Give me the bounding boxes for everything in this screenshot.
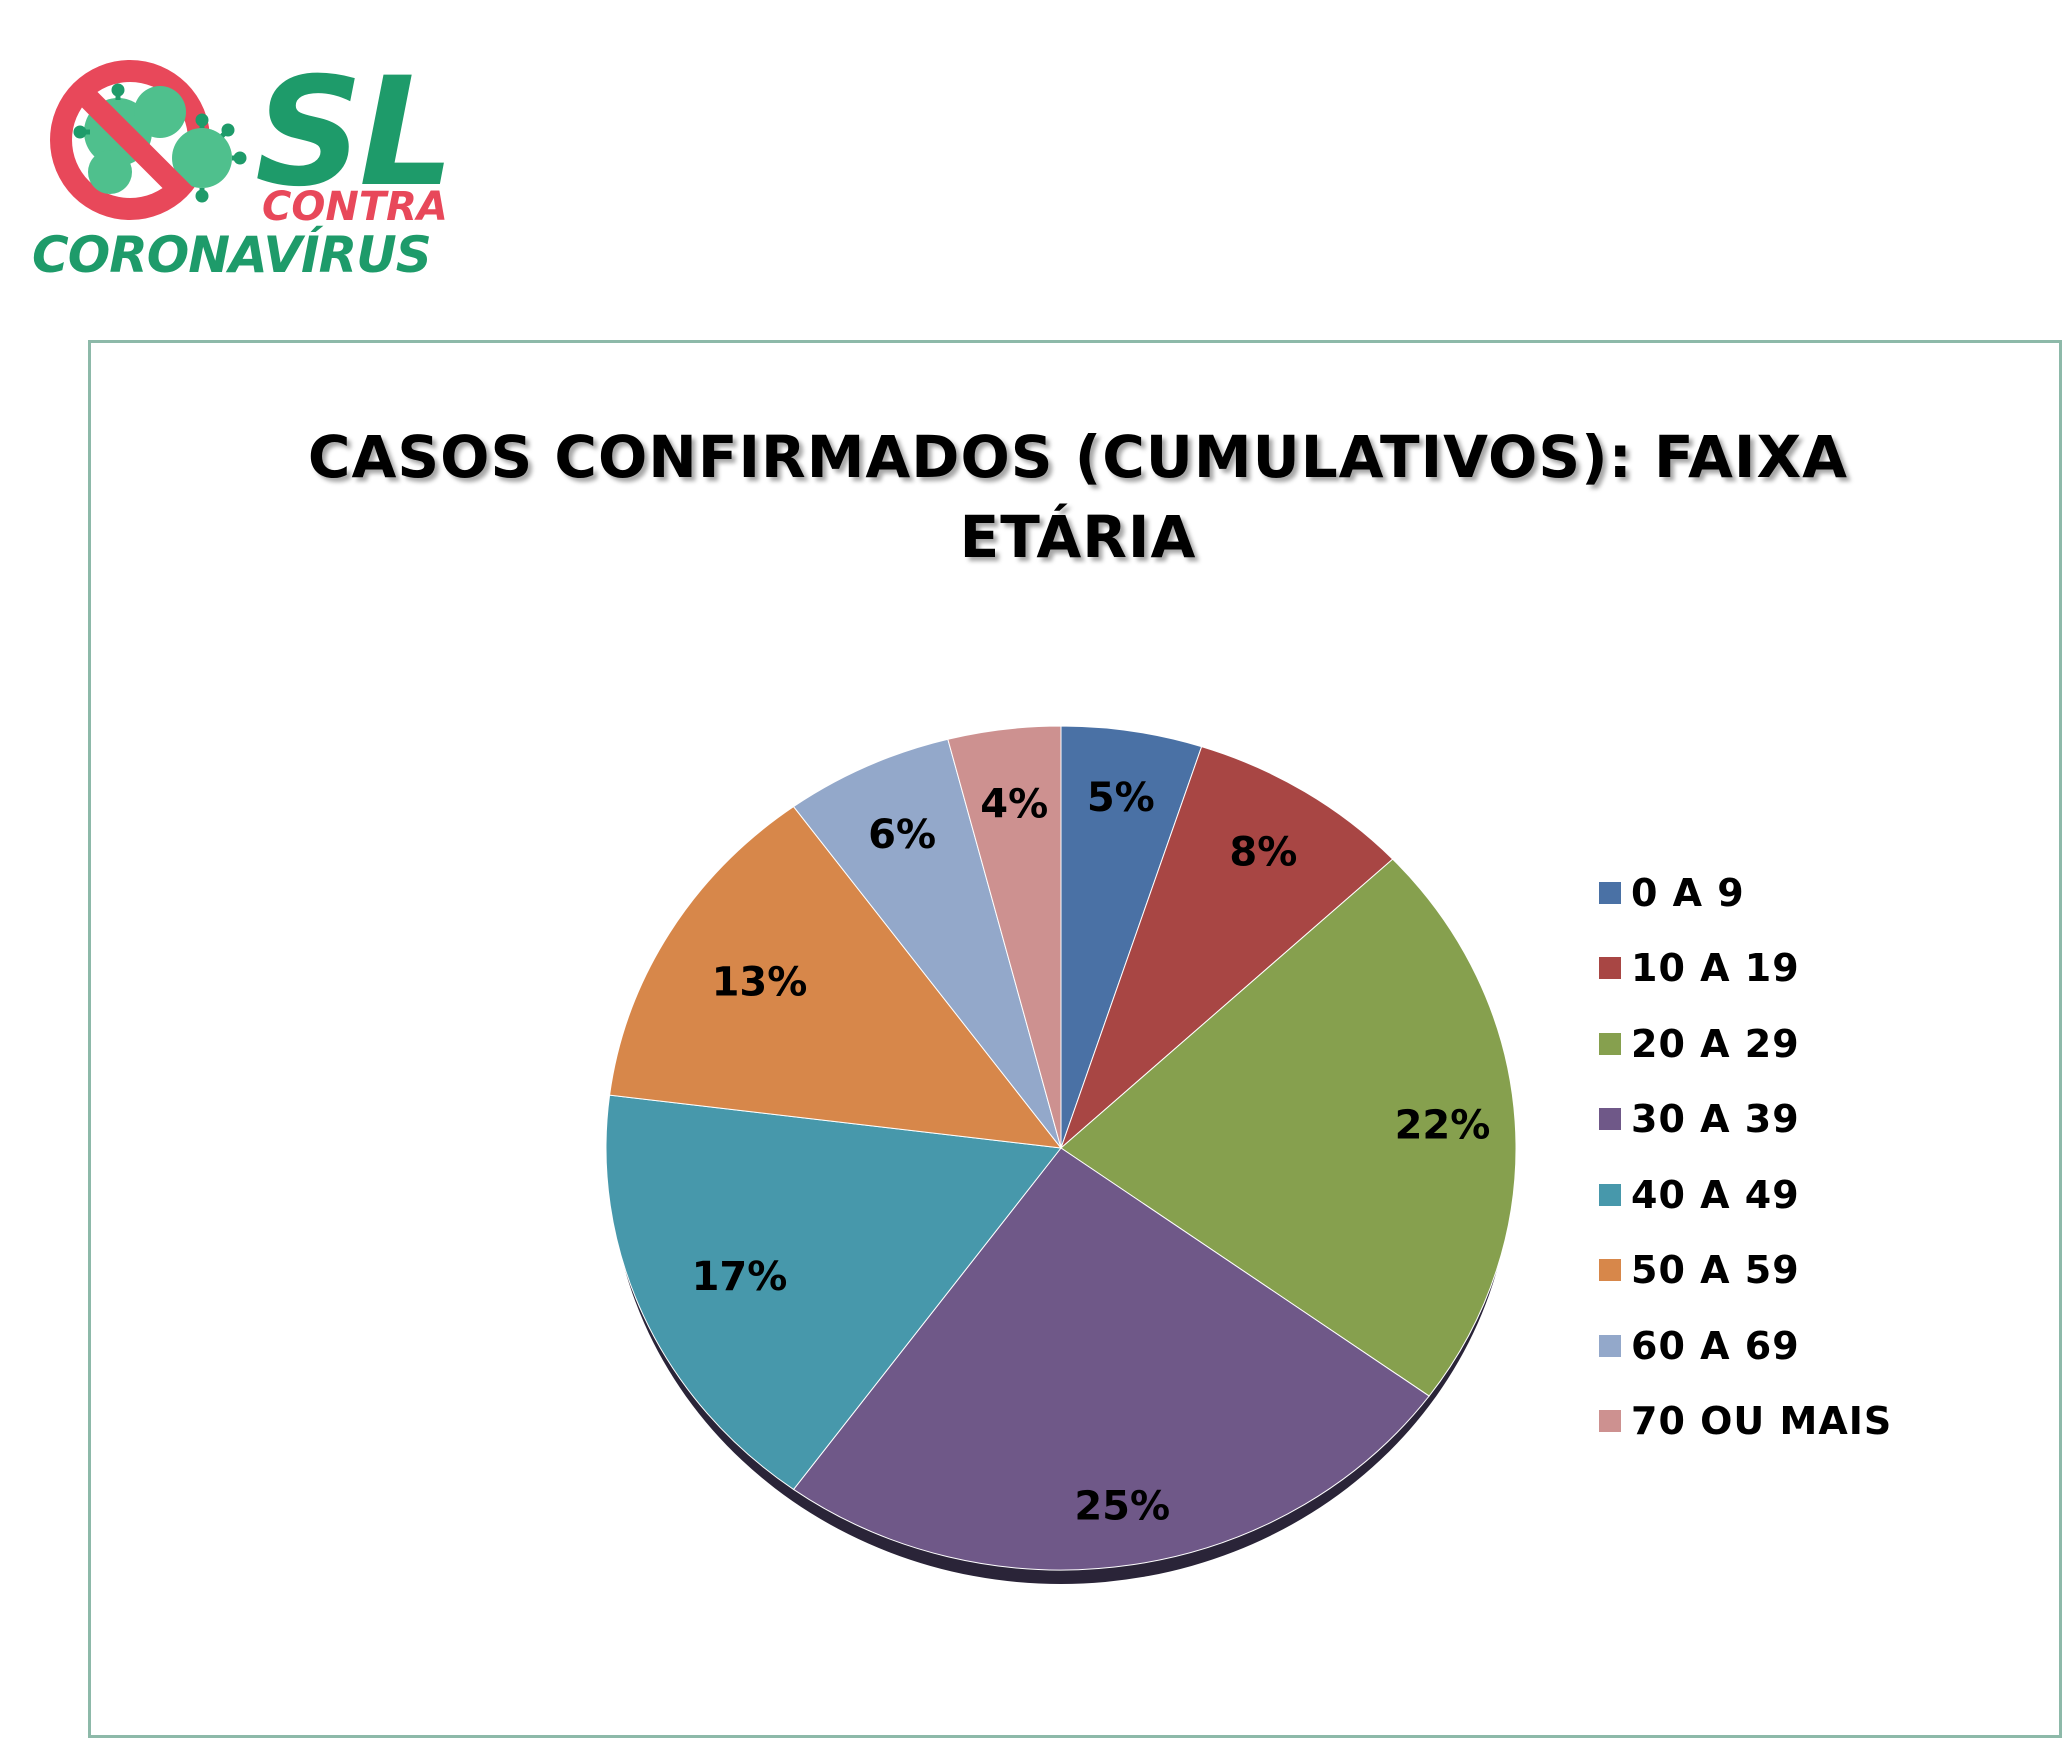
legend-swatch xyxy=(1599,1032,1621,1055)
legend-item: 60 A 69 xyxy=(1599,1308,1892,1384)
legend-item: 50 A 59 xyxy=(1599,1233,1892,1309)
logo-text-coronavirus: CORONAVÍRUS xyxy=(32,226,432,284)
pie-slice-50-a-59 xyxy=(609,805,1063,1149)
data-label-70-ou-mais: 4% xyxy=(980,782,1048,828)
legend-swatch xyxy=(1599,881,1621,904)
data-label-40-a-49: 17% xyxy=(692,1254,788,1300)
legend-item: 40 A 49 xyxy=(1599,1157,1892,1233)
pie-chart: 5% 8% 22% 25% 17% 13% 6% 4% xyxy=(605,725,1517,1584)
data-label-30-a-39: 25% xyxy=(1074,1483,1170,1529)
logo-text-sl: SL xyxy=(255,46,455,220)
legend-label: 50 A 59 xyxy=(1631,1248,1800,1293)
chart-frame: CASOS CONFIRMADOS (CUMULATIVOS): FAIXA E… xyxy=(88,340,2062,1738)
chart-legend: 0 A 9 10 A 19 20 A 29 30 A 39 40 A 49 50 A 59… xyxy=(1599,855,1892,1459)
chart-title-line-1: CASOS CONFIRMADOS (CUMULATIVOS): FAIXA xyxy=(307,423,1849,491)
pie-slice-70-ou-mais xyxy=(947,725,1062,1149)
pie-slice-10-a-19 xyxy=(1059,746,1394,1150)
legend-item: 10 A 19 xyxy=(1599,931,1892,1007)
pie-slice-0-a-9 xyxy=(1060,725,1203,1149)
legend-label: 10 A 19 xyxy=(1631,946,1800,991)
legend-label: 20 A 29 xyxy=(1631,1021,1800,1066)
data-label-60-a-69: 6% xyxy=(868,812,936,858)
logo-text-contra: CONTRA xyxy=(262,184,448,230)
legend-label: 40 A 49 xyxy=(1631,1172,1800,1217)
pie-slice-60-a-69 xyxy=(792,738,1062,1149)
pie-slice-20-a-29 xyxy=(1060,858,1517,1397)
legend-label: 0 A 9 xyxy=(1631,870,1745,915)
legend-label: 30 A 39 xyxy=(1631,1097,1800,1142)
legend-label: 70 OU MAIS xyxy=(1631,1399,1893,1444)
legend-item: 0 A 9 xyxy=(1599,855,1892,931)
legend-swatch xyxy=(1599,1183,1621,1206)
legend-swatch xyxy=(1599,1108,1621,1131)
legend-swatch xyxy=(1599,1259,1621,1282)
legend-item: 70 OU MAIS xyxy=(1599,1384,1892,1460)
legend-item: 20 A 29 xyxy=(1599,1006,1892,1082)
chart-title: CASOS CONFIRMADOS (CUMULATIVOS): FAIXA E… xyxy=(91,417,2065,577)
data-label-0-a-9: 5% xyxy=(1087,775,1155,821)
legend-swatch xyxy=(1599,1334,1621,1357)
data-label-10-a-19: 8% xyxy=(1229,829,1297,875)
legend-swatch xyxy=(1599,1410,1621,1433)
data-label-20-a-29: 22% xyxy=(1395,1103,1491,1149)
legend-label: 60 A 69 xyxy=(1631,1323,1800,1368)
virus-prohibited-icon xyxy=(50,60,247,220)
data-label-50-a-59: 13% xyxy=(712,960,808,1006)
legend-item: 30 A 39 xyxy=(1599,1082,1892,1158)
pie-slice-40-a-49 xyxy=(605,1094,1062,1491)
sl-contra-coronavirus-logo: SL CONTRA CORONAVÍRUS xyxy=(30,40,455,290)
pie-slice-30-a-39 xyxy=(792,1147,1430,1571)
legend-swatch xyxy=(1599,957,1621,980)
chart-title-line-2: ETÁRIA xyxy=(959,503,1197,571)
